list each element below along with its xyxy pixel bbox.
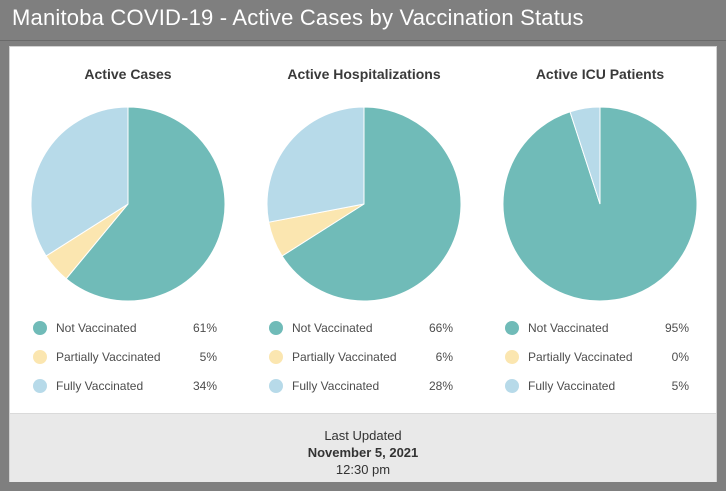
legend-label: Not Vaccinated bbox=[56, 321, 137, 335]
legend: Not Vaccinated 61% Partially Vaccinated 5% F… bbox=[33, 319, 223, 406]
page-title: Manitoba COVID-19 - Active Cases by Vacc… bbox=[12, 5, 584, 30]
legend-swatch bbox=[33, 379, 47, 393]
legend-item-not-vaccinated[interactable]: Not Vaccinated 95% bbox=[505, 319, 695, 348]
pie-chart bbox=[266, 106, 462, 302]
legend-swatch bbox=[505, 379, 519, 393]
legend-item-fully-vaccinated[interactable]: Fully Vaccinated 5% bbox=[505, 377, 695, 406]
pie-slice-fully-vaccinated[interactable] bbox=[30, 106, 129, 257]
legend-label: Not Vaccinated bbox=[292, 321, 373, 335]
legend-percent: 6% bbox=[435, 350, 453, 364]
chart-active-cases: Active Cases Not Vaccinated 61% Partially V… bbox=[10, 47, 246, 413]
last-updated-time: 12:30 pm bbox=[335, 462, 391, 477]
legend-swatch bbox=[269, 350, 283, 364]
legend-percent: 61% bbox=[192, 321, 217, 335]
legend-item-not-vaccinated[interactable]: Not Vaccinated 66% bbox=[269, 319, 459, 348]
legend-label: Fully Vaccinated bbox=[292, 379, 380, 393]
legend-swatch bbox=[505, 350, 519, 364]
legend-label: Fully Vaccinated bbox=[56, 379, 144, 393]
legend: Not Vaccinated 95% Partially Vaccinated 0% F… bbox=[505, 319, 695, 406]
chart-title: Active Cases bbox=[84, 66, 172, 82]
legend-swatch bbox=[33, 321, 47, 335]
pie-slice-not-vaccinated[interactable] bbox=[502, 106, 698, 302]
legend-item-fully-vaccinated[interactable]: Fully Vaccinated 34% bbox=[33, 377, 223, 406]
chart-active-hospitalizations: Active Hospitalizations Not Vaccinated 66%… bbox=[246, 47, 482, 413]
last-updated-date: November 5, 2021 bbox=[307, 445, 419, 460]
dashboard-panel: Active Cases Not Vaccinated 61% Partially V… bbox=[9, 46, 717, 482]
legend-swatch bbox=[505, 321, 519, 335]
legend-label: Not Vaccinated bbox=[528, 321, 609, 335]
legend-percent: 66% bbox=[428, 321, 453, 335]
legend-item-not-vaccinated[interactable]: Not Vaccinated 61% bbox=[33, 319, 223, 348]
pie-slice-not-vaccinated[interactable] bbox=[281, 106, 462, 302]
chart-title: Active ICU Patients bbox=[535, 66, 665, 82]
legend-percent: 34% bbox=[192, 379, 217, 393]
pie-slice-not-vaccinated[interactable] bbox=[65, 106, 226, 302]
legend-label: Partially Vaccinated bbox=[528, 350, 633, 364]
legend-label: Partially Vaccinated bbox=[56, 350, 161, 364]
legend-swatch bbox=[269, 321, 283, 335]
legend-swatch bbox=[269, 379, 283, 393]
legend-swatch bbox=[33, 350, 47, 364]
last-updated-footer: Last Updated November 5, 2021 12:30 pm bbox=[10, 413, 716, 482]
legend-percent: 5% bbox=[199, 350, 217, 364]
legend-percent: 95% bbox=[664, 321, 689, 335]
chart-title: Active Hospitalizations bbox=[287, 66, 441, 82]
legend-item-partially-vaccinated[interactable]: Partially Vaccinated 6% bbox=[269, 348, 459, 377]
legend-percent: 5% bbox=[671, 379, 689, 393]
chart-active-icu-patients: Active ICU Patients Not Vaccinated 95% Part… bbox=[482, 47, 718, 413]
pie-slice-fully-vaccinated[interactable] bbox=[569, 106, 601, 205]
legend: Not Vaccinated 66% Partially Vaccinated 6% F… bbox=[269, 319, 459, 406]
title-bar: Manitoba COVID-19 - Active Cases by Vacc… bbox=[0, 0, 726, 41]
legend-item-fully-vaccinated[interactable]: Fully Vaccinated 28% bbox=[269, 377, 459, 406]
legend-item-partially-vaccinated[interactable]: Partially Vaccinated 0% bbox=[505, 348, 695, 377]
legend-percent: 28% bbox=[428, 379, 453, 393]
pie-slice-fully-vaccinated[interactable] bbox=[266, 106, 365, 223]
last-updated-label: Last Updated bbox=[324, 428, 402, 443]
legend-percent: 0% bbox=[671, 350, 689, 364]
pie-chart bbox=[502, 106, 698, 302]
pie-chart bbox=[30, 106, 226, 302]
legend-label: Fully Vaccinated bbox=[528, 379, 616, 393]
legend-item-partially-vaccinated[interactable]: Partially Vaccinated 5% bbox=[33, 348, 223, 377]
legend-label: Partially Vaccinated bbox=[292, 350, 397, 364]
